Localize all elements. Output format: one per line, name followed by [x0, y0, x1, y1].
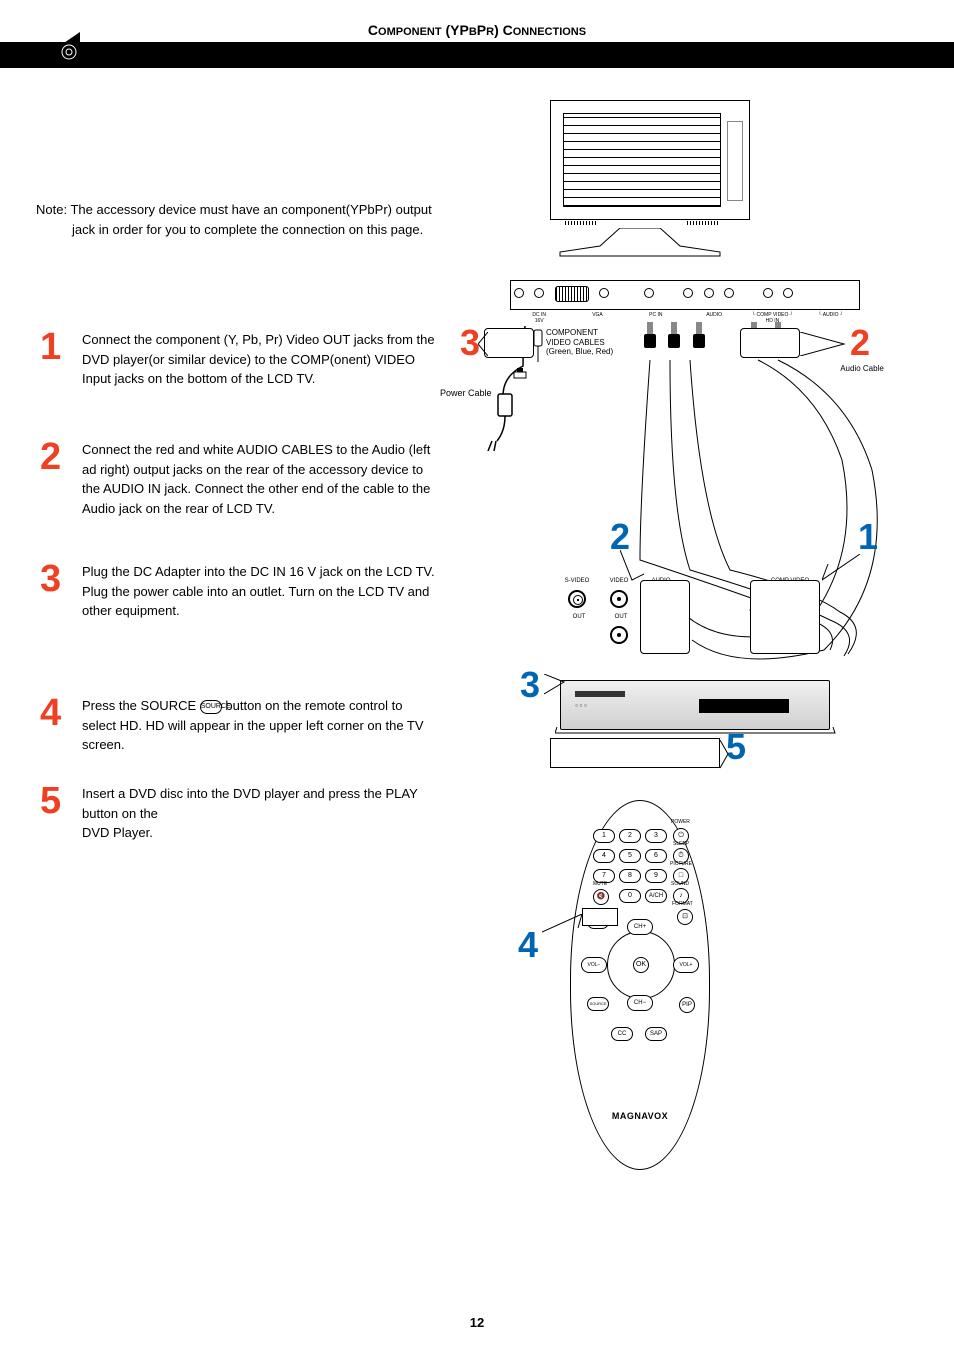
tv-illustration	[550, 100, 760, 260]
header-bar	[0, 42, 954, 68]
source-icon: SOURCE	[200, 700, 222, 714]
page-number: 12	[470, 1315, 484, 1330]
note-block: Note: The accessory device must have an …	[36, 200, 436, 239]
step-1: 1 Connect the component (Y, Pb, Pr) Vide…	[40, 330, 440, 389]
callout-1-mid: 1	[858, 516, 878, 558]
step4-pre: Press the SOURCE	[82, 698, 200, 713]
callout-3-mid: 3	[520, 664, 540, 706]
step-4: 4 Press the SOURCE SOURCE button on the …	[40, 696, 440, 755]
callout-2-top: 2	[850, 322, 870, 364]
step-number: 4	[40, 692, 61, 735]
step-3: 3 Plug the DC Adapter into the DC IN 16 …	[40, 562, 440, 621]
remote-brand: MAGNAVOX	[571, 1111, 709, 1121]
step-text: Press the SOURCE SOURCE button on the re…	[82, 696, 440, 755]
connection-diagram: DC IN 16V VGA PC IN AUDIO └ COMP VIDEO ┘…	[450, 100, 890, 1180]
step-text: Plug the DC Adapter into the DC IN 16 V …	[82, 562, 440, 621]
note-text: Note: The accessory device must have an …	[36, 200, 436, 239]
tv-ports	[510, 280, 860, 310]
dvd-player-illustration: ○ ○ ○	[560, 680, 830, 730]
step-text: Connect the component (Y, Pb, Pr) Video …	[82, 330, 440, 389]
step-number: 1	[40, 326, 61, 369]
step-number: 3	[40, 558, 61, 601]
step-5: 5 Insert a DVD disc into the DVD player …	[40, 784, 440, 843]
page-title: COMPONENT (YPBPR) CONNECTIONS	[362, 22, 592, 38]
step-number: 5	[40, 780, 61, 823]
callout-4: 4	[518, 924, 538, 966]
step-text: Connect the red and white AUDIO CABLES t…	[82, 440, 440, 518]
remote-illustration: 1 2 3 ⏻ POWER 4 5 6 ⏱ SLEEP 7 8 9 □ PICT…	[570, 800, 710, 1170]
header-icon	[36, 32, 80, 67]
step-2: 2 Connect the red and white AUDIO CABLES…	[40, 440, 440, 518]
step-text: Insert a DVD disc into the DVD player an…	[82, 784, 440, 843]
step-number: 2	[40, 436, 61, 479]
